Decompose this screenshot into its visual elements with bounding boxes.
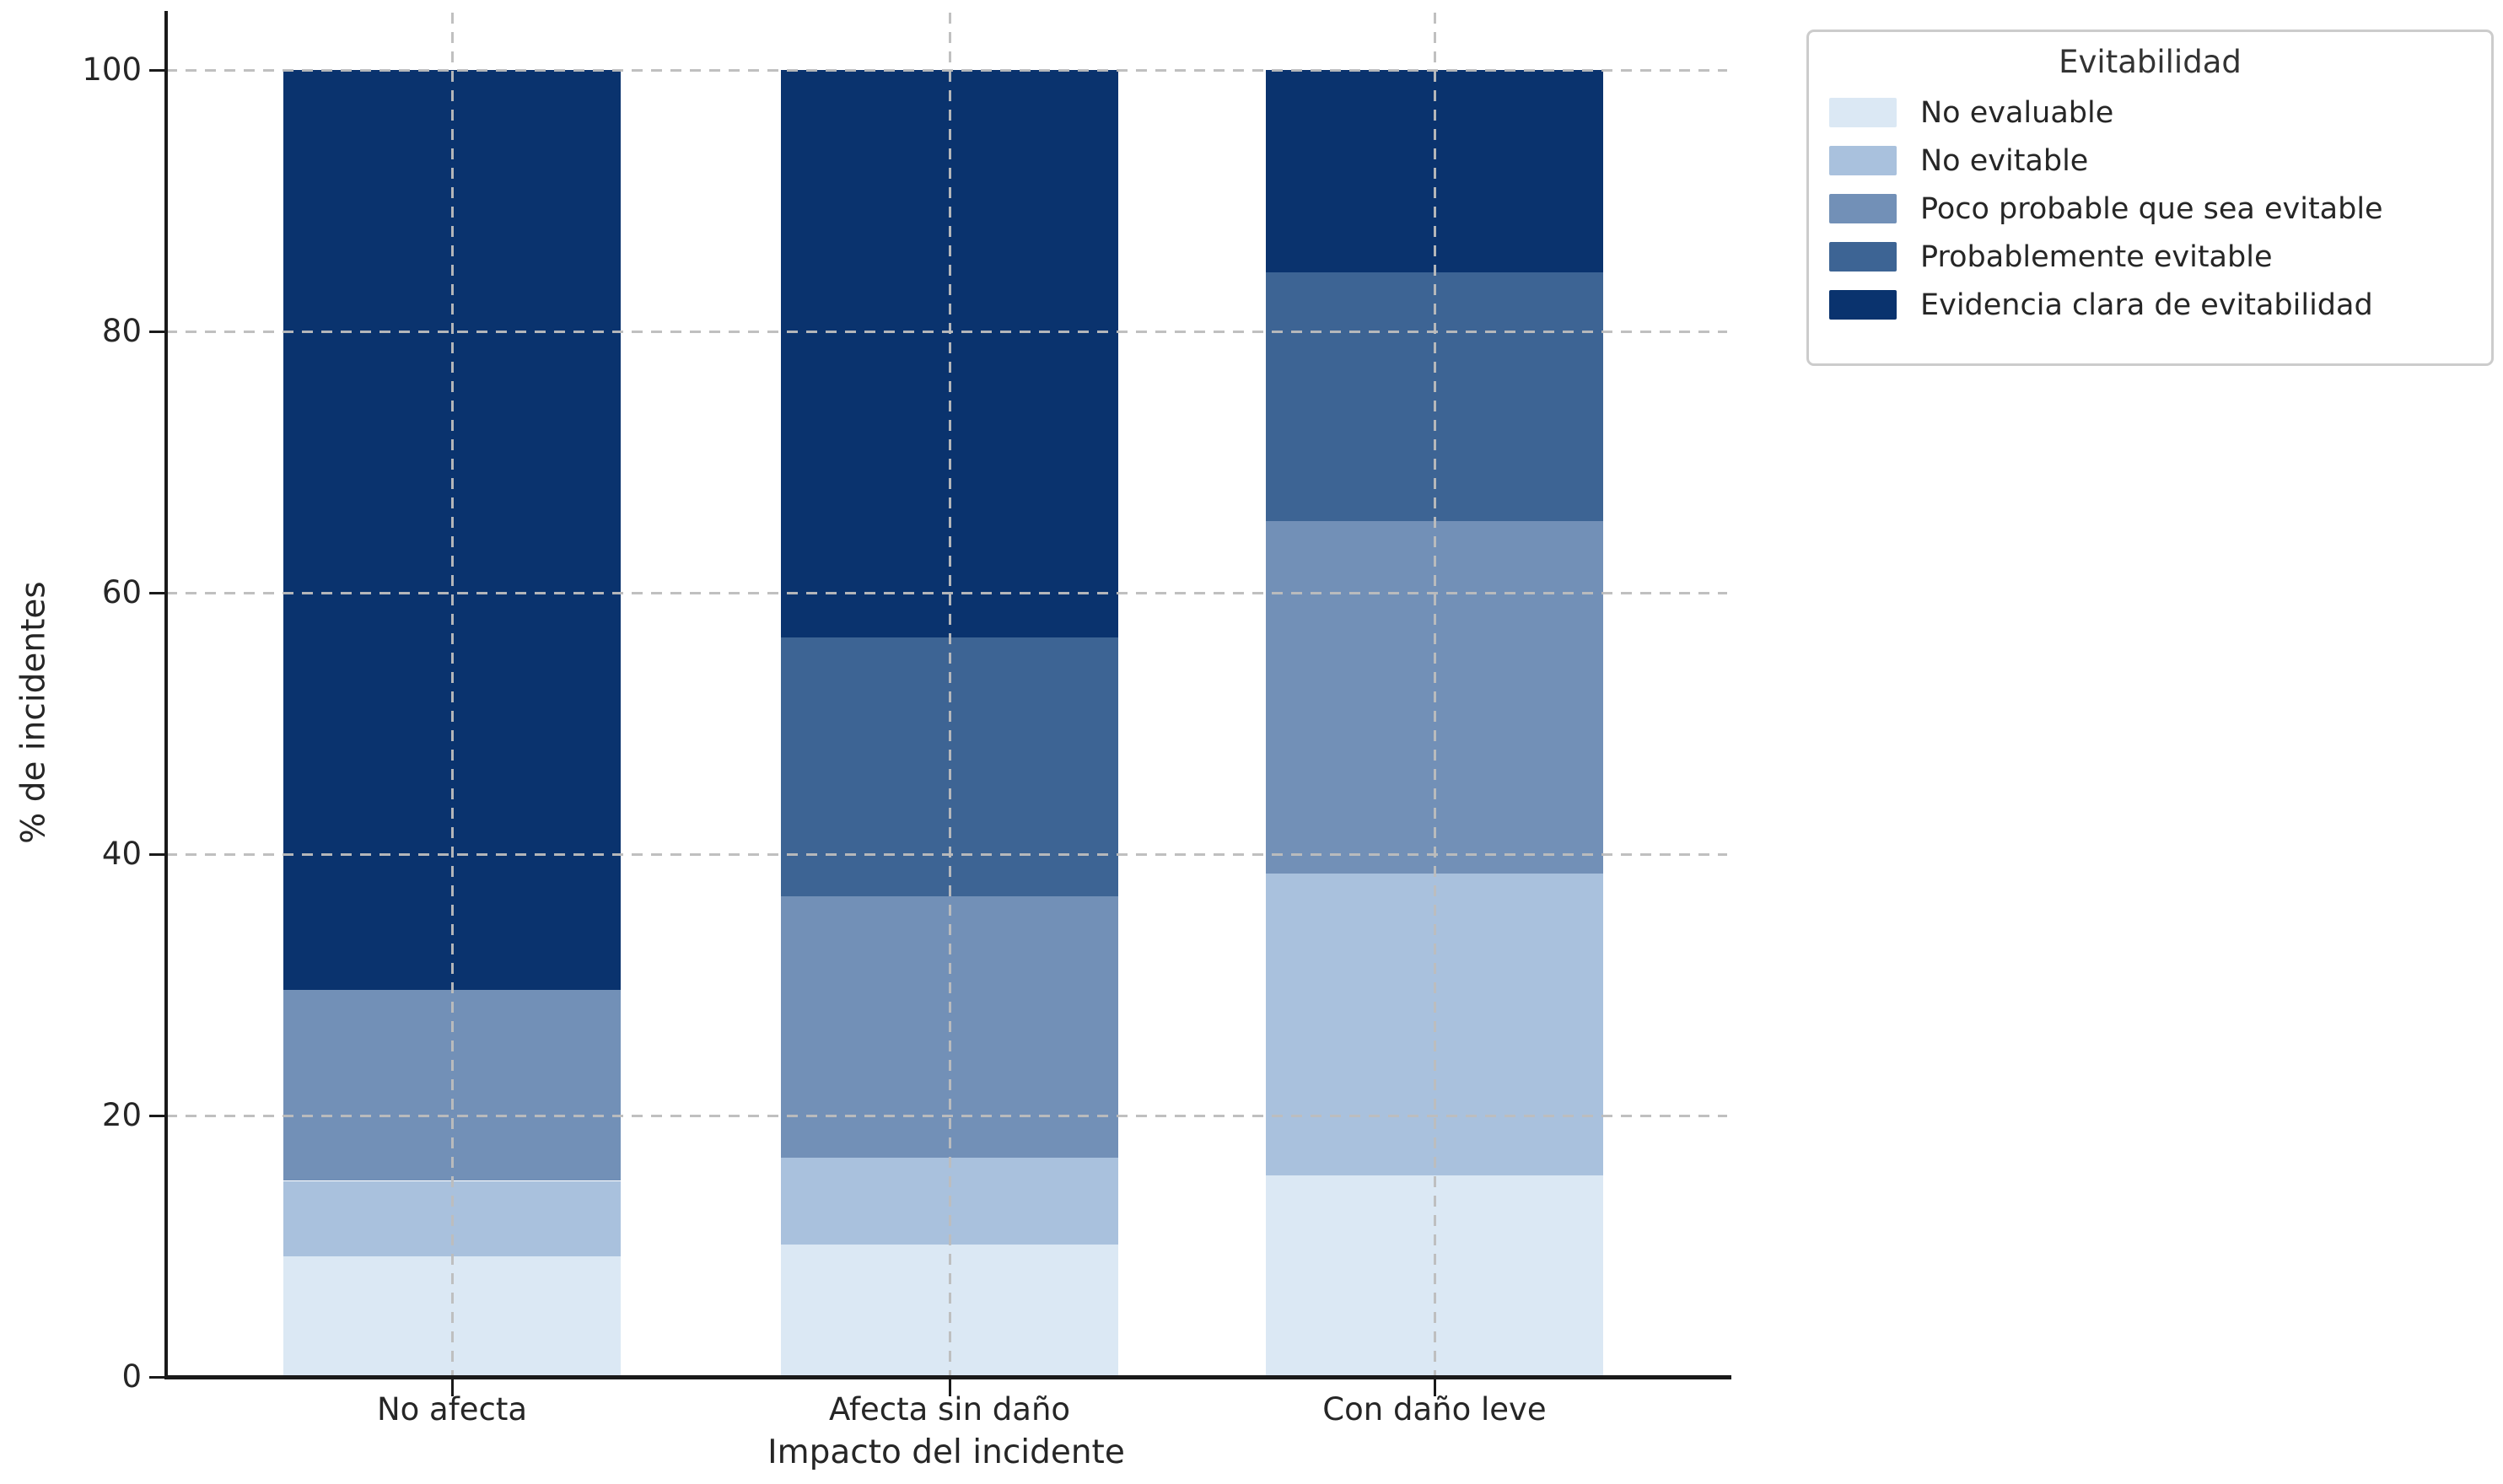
y-tick-mark	[149, 330, 166, 333]
x-tick-label: Con daño leve	[1322, 1391, 1547, 1428]
x-tick-mark	[1433, 1379, 1436, 1396]
y-tick-label: 40	[101, 836, 142, 872]
y-tick-mark	[149, 68, 166, 72]
legend-box: Evitabilidad No evaluable No evitable Poco…	[1806, 30, 2494, 366]
y-gridline	[166, 591, 1727, 594]
legend-item: Evidencia clara de evitabilidad	[1809, 281, 2491, 329]
x-axis-title: Impacto del incidente	[767, 1433, 1125, 1471]
y-tick-label: 0	[121, 1358, 142, 1395]
x-axis-spine	[164, 1375, 1731, 1379]
y-tick-label: 100	[82, 51, 142, 88]
y-axis-title: % de incidentes	[14, 581, 53, 844]
legend-label: No evitable	[1920, 143, 2089, 178]
legend-item: Probablemente evitable	[1809, 233, 2491, 281]
y-tick-mark	[149, 1114, 166, 1117]
x-gridline	[450, 13, 454, 1377]
legend-swatch	[1829, 194, 1897, 223]
x-tick-label: Afecta sin daño	[828, 1391, 1071, 1428]
y-gridline	[166, 1114, 1727, 1117]
y-tick-mark	[149, 591, 166, 594]
y-tick-label: 60	[101, 574, 142, 610]
x-tick-mark	[948, 1379, 951, 1396]
y-gridline	[166, 330, 1727, 333]
legend-label: Probablemente evitable	[1920, 239, 2273, 274]
y-tick-mark	[149, 1375, 166, 1379]
y-gridline	[166, 68, 1727, 72]
x-gridline	[948, 13, 951, 1377]
legend-item: No evaluable	[1809, 89, 2491, 137]
legend-item: Poco probable que sea evitable	[1809, 185, 2491, 233]
legend-items: No evaluable No evitable Poco probable que…	[1809, 89, 2491, 329]
legend-label: Evidencia clara de evitabilidad	[1920, 288, 2373, 322]
legend-swatch	[1829, 242, 1897, 272]
legend-title: Evitabilidad	[2059, 44, 2242, 80]
legend-label: No evaluable	[1920, 95, 2114, 130]
x-gridline	[1433, 13, 1436, 1377]
legend-swatch	[1829, 146, 1897, 175]
x-tick-mark	[450, 1379, 454, 1396]
y-gridline	[166, 852, 1727, 856]
y-tick-label: 20	[101, 1097, 142, 1133]
x-tick-label: No afecta	[376, 1391, 528, 1428]
legend-swatch	[1829, 98, 1897, 127]
legend-label: Poco probable que sea evitable	[1920, 191, 2383, 226]
legend-item: No evitable	[1809, 137, 2491, 185]
y-axis-spine	[164, 11, 168, 1379]
y-tick-label: 80	[101, 313, 142, 349]
y-tick-mark	[149, 852, 166, 856]
legend-swatch	[1829, 290, 1897, 320]
